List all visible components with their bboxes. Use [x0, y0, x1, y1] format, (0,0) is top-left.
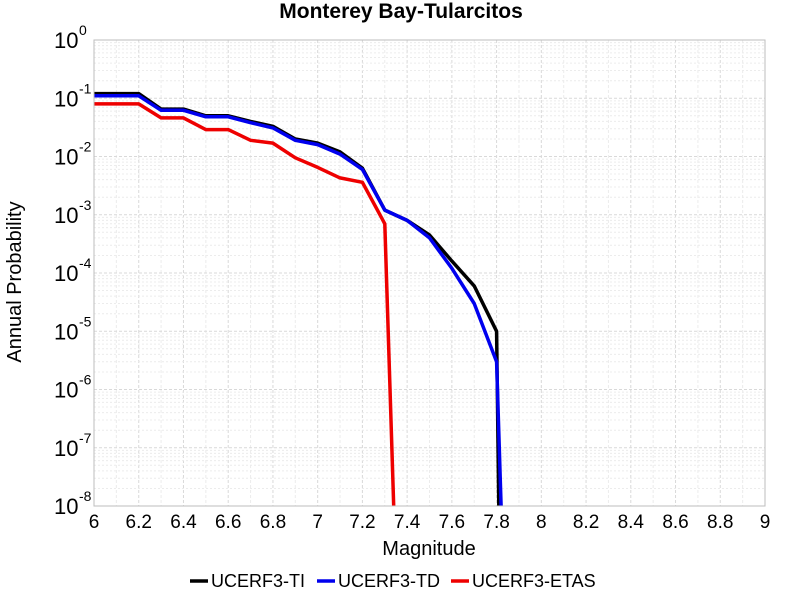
- legend-label: UCERF3-ETAS: [472, 571, 596, 591]
- x-tick-labels: 6 6.2 6.4 6.6 6.8 7 7.2 7.4 7.6 7.8 8 8.2 8.4 8.6 8.8 9: [89, 512, 771, 533]
- y-tick-base: 10: [54, 28, 78, 53]
- series-line-ucerf3-td: [94, 94, 503, 507]
- legend-label: UCERF3-TI: [211, 571, 305, 591]
- x-tick-label: 8.6: [662, 512, 688, 533]
- y-tick-base: 10: [54, 145, 78, 170]
- x-tick-label: 8.2: [573, 512, 599, 533]
- legend-item-ucerf3-etas: UCERF3-ETAS: [451, 571, 596, 591]
- x-tick-label: 6: [89, 512, 100, 533]
- y-tick-label: 10 0: [54, 22, 87, 53]
- y-tick-exponent: -3: [79, 197, 92, 213]
- legend-label: UCERF3-TD: [338, 571, 440, 591]
- y-tick-base: 10: [54, 86, 78, 111]
- legend-item-ucerf3-ti: UCERF3-TI: [190, 571, 305, 591]
- y-tick-label: 10 -6: [54, 372, 92, 403]
- y-tick-base: 10: [54, 494, 78, 519]
- y-axis-label: Annual Probability: [4, 201, 26, 362]
- chart-title: Monterey Bay-Tularcitos: [279, 0, 523, 23]
- y-tick-exponent: -4: [79, 255, 92, 271]
- x-tick-label: 8.4: [618, 512, 645, 533]
- y-tick-exponent: -5: [79, 313, 92, 329]
- x-tick-label: 6.2: [126, 512, 152, 533]
- plot-border: [93, 39, 766, 507]
- legend: UCERF3-TI UCERF3-TD UCERF3-ETAS: [190, 571, 596, 591]
- series-lines: [94, 91, 503, 507]
- y-tick-exponent: -1: [79, 80, 92, 96]
- y-tick-exponent: -2: [79, 139, 92, 155]
- y-tick-exponent: -7: [79, 430, 92, 446]
- y-tick-label: 10 -1: [54, 80, 92, 111]
- x-tick-label: 6.4: [170, 512, 197, 533]
- x-tick-label: 7.2: [349, 512, 375, 533]
- series-line-ucerf3-etas: [94, 102, 396, 507]
- x-tick-label: 6.8: [260, 512, 286, 533]
- y-tick-label: 10 -8: [54, 488, 92, 519]
- x-tick-label: 9: [760, 512, 771, 533]
- x-tick-label: 7.8: [483, 512, 509, 533]
- y-tick-label: 10 -2: [54, 139, 92, 170]
- y-tick-base: 10: [54, 436, 78, 461]
- y-tick-label: 10 -7: [54, 430, 92, 461]
- y-tick-exponent: -8: [79, 488, 92, 504]
- x-tick-label: 7: [312, 512, 323, 533]
- legend-item-ucerf3-td: UCERF3-TD: [317, 571, 440, 591]
- x-tick-label: 8.8: [707, 512, 733, 533]
- y-tick-label: 10 -5: [54, 313, 92, 344]
- x-tick-label: 6.6: [215, 512, 241, 533]
- x-tick-label: 7.6: [439, 512, 465, 533]
- x-axis-label: Magnitude: [382, 538, 475, 560]
- y-tick-exponent: 0: [79, 22, 87, 38]
- y-tick-label: 10 -4: [54, 255, 92, 286]
- x-tick-label: 7.4: [394, 512, 421, 533]
- y-tick-base: 10: [54, 319, 78, 344]
- y-tick-base: 10: [54, 378, 78, 403]
- x-tick-label: 8: [536, 512, 547, 533]
- y-tick-base: 10: [54, 203, 78, 228]
- y-tick-base: 10: [54, 261, 78, 286]
- y-tick-label: 10 -3: [54, 197, 92, 228]
- y-tick-exponent: -6: [79, 372, 92, 388]
